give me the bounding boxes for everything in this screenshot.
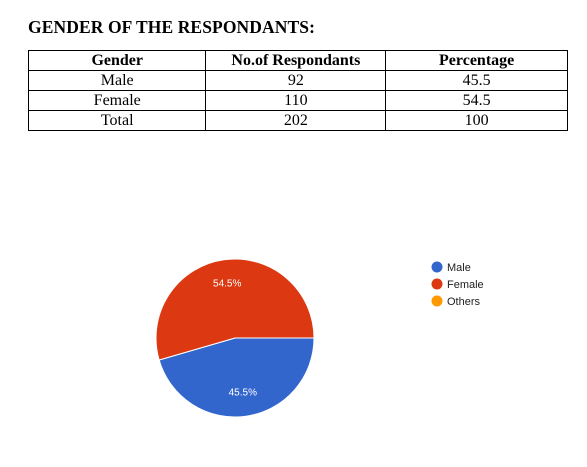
- legend-label-female: Female: [447, 279, 484, 291]
- legend-label-others: Others: [447, 296, 481, 308]
- table-header-row: Gender No.of Respondants Percentage: [27, 50, 568, 71]
- cell-respondents: 110: [205, 90, 387, 111]
- page-title: GENDER OF THE RESPONDANTS:: [28, 17, 316, 37]
- cell-percentage: 45.5: [385, 70, 568, 91]
- pie-slice-male: [158, 337, 315, 418]
- cell-percentage: 100: [385, 110, 568, 131]
- legend-label-male: Male: [447, 262, 471, 274]
- table-row: Total 202 100: [27, 110, 568, 131]
- legend-swatch-female: [431, 278, 443, 290]
- cell-gender: Total: [27, 110, 207, 131]
- slice-label-female: 54.5%: [213, 278, 241, 289]
- header-respondents: No.of Respondants: [205, 50, 387, 71]
- legend-swatch-others: [431, 295, 443, 307]
- table-row: Male 92 45.5: [27, 70, 568, 91]
- gender-table: Gender No.of Respondants Percentage Male…: [27, 50, 568, 131]
- pie-slice-female: [155, 258, 315, 361]
- cell-respondents: 202: [205, 110, 387, 131]
- legend-swatch-male: [431, 261, 443, 273]
- slice-label-male: 45.5%: [229, 388, 257, 399]
